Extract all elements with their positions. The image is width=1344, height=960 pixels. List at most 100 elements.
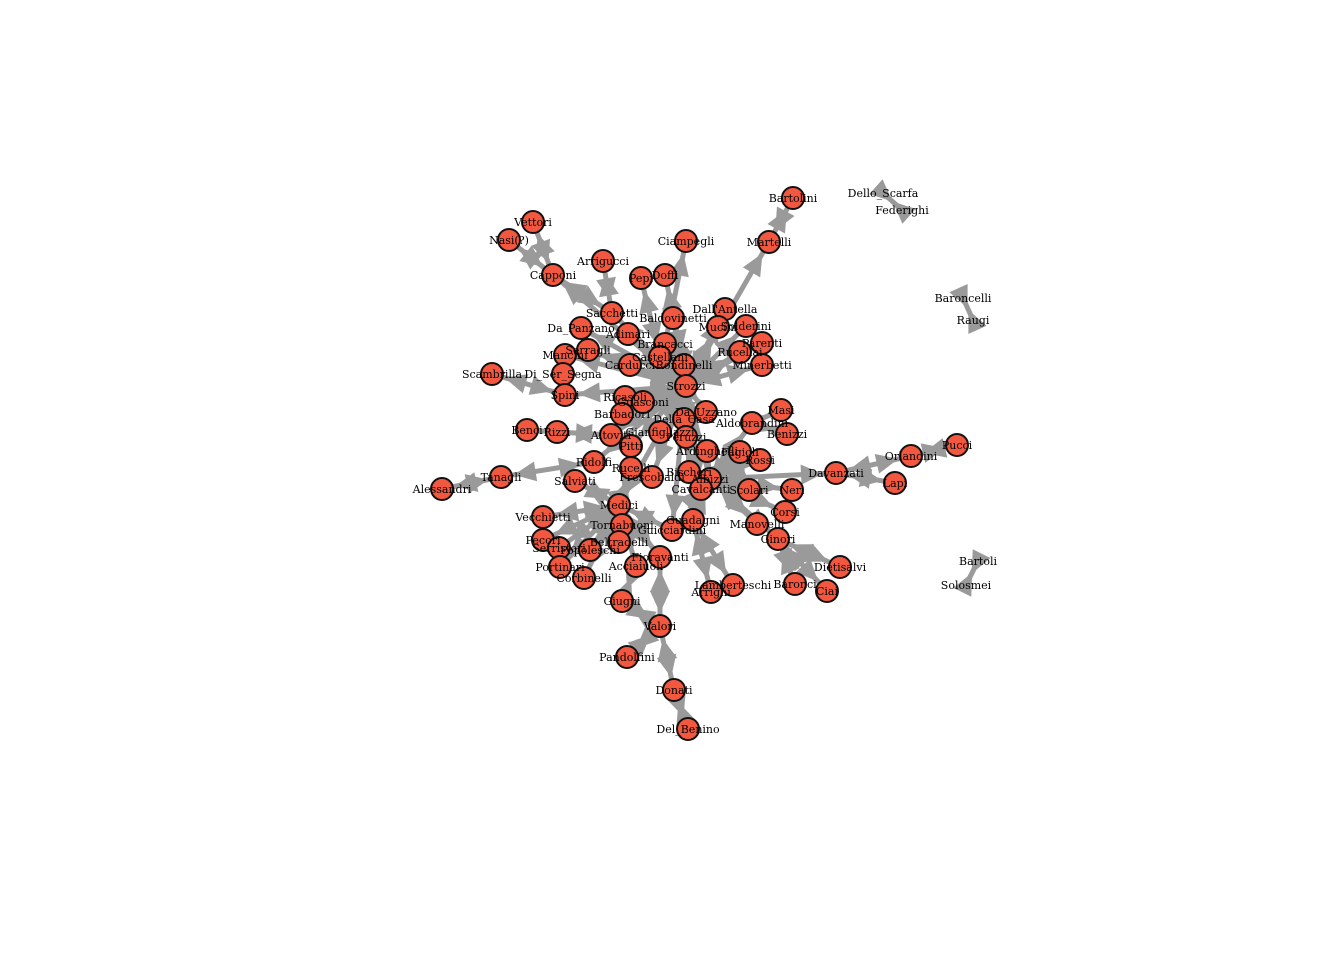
node-solderini (734, 314, 758, 338)
label-doffi: Doffi (652, 269, 679, 282)
arrowhead-martelli (742, 253, 763, 278)
node-sacchetti (600, 301, 624, 325)
label-pandolfini: Pandolfini (599, 651, 655, 664)
arrowhead-baronci (773, 547, 792, 572)
arrowhead-davanzati (800, 464, 824, 485)
node-minerbetti (750, 353, 774, 377)
arrowhead-rossi (723, 463, 748, 482)
label-beltradelli: Beltradelli (590, 536, 649, 549)
label-fioravanti: Fioravanti (631, 551, 689, 564)
node-spini (553, 383, 577, 407)
label-orlandini: Orlandini (885, 450, 938, 463)
node-corbinelli (572, 566, 596, 590)
label-popoleschi: Popoleschi (560, 544, 620, 557)
arrowhead-medici (587, 514, 611, 538)
label-ciampegli: Ciampegli (658, 235, 715, 248)
arrowhead-albizzi (719, 487, 743, 510)
node-ardinghelli (695, 439, 719, 463)
label-rucellai: Rucellai (717, 346, 763, 359)
node-nasi (497, 228, 521, 252)
label-vecchietti: Vecchietti (514, 511, 571, 524)
arrowhead-tanagli (513, 461, 538, 482)
arrowhead-bartolini (767, 209, 787, 234)
node-mucini (706, 315, 730, 339)
arrowhead-orlandini (874, 453, 899, 474)
node-pucci (945, 433, 969, 457)
label-della-casa: Della_Casa (653, 413, 715, 426)
label-bischeri: Bischeri (666, 466, 712, 479)
arrowhead-solderini (714, 335, 737, 358)
arrowhead-vettori (536, 234, 555, 259)
label-medici: Medici (600, 499, 638, 512)
arrowhead-ginori (786, 548, 810, 572)
label-scolari: Scolari (729, 484, 769, 497)
node-ciampegli (674, 229, 698, 253)
node-altoviti (599, 423, 623, 447)
arrowhead-raugi (949, 283, 968, 309)
node-doffi (653, 263, 677, 287)
arrowhead-valori (650, 591, 670, 613)
node-portinari (548, 555, 572, 579)
node-lapi (883, 471, 907, 495)
arrowhead-ciai (795, 558, 819, 582)
arrowhead-federighi (869, 179, 893, 202)
label-corbinelli: Corbinelli (556, 572, 611, 585)
node-baldovinetti (661, 306, 685, 330)
arrowhead-valori (625, 598, 650, 619)
node-arrighi (699, 580, 723, 604)
node-adimari (616, 322, 640, 346)
arrowhead-donati (656, 653, 677, 678)
label-guicciardini: Guicciardini (638, 524, 707, 537)
label-lapi: Lapi (883, 477, 908, 490)
label-pucci: Pucci (942, 439, 973, 452)
label-arrigucci: Arrigucci (576, 255, 629, 268)
label-rucelli: Rucelli (612, 462, 651, 475)
arrowhead-davanzati (848, 455, 873, 476)
node-davanzati (824, 461, 848, 485)
label-dietisalvi: Dietisalvi (814, 561, 867, 574)
arrowhead-arrigucci (599, 273, 619, 298)
label-rizzi: Rizzi (544, 426, 571, 439)
arrowhead-guadagni (691, 532, 712, 557)
node-carducci (618, 353, 642, 377)
arrowhead-medici (594, 516, 614, 541)
label-masi: Masi (768, 404, 795, 417)
label-tanagli: Tanagli (481, 471, 522, 484)
node-frescobaldi (640, 465, 664, 489)
arrowhead-spini (528, 375, 553, 395)
node-tanagli (489, 465, 513, 489)
arrowhead-doffi (662, 287, 683, 312)
node-salviati (563, 469, 587, 493)
node-popoleschi (578, 538, 602, 562)
label-rossi: Rossi (745, 454, 775, 467)
node-acciaiuoli (624, 554, 648, 578)
node-orlandini (899, 444, 923, 468)
node-cavalcanti (689, 477, 713, 501)
arrowhead-ridolfi (557, 457, 582, 478)
label-mucini: Mucini (699, 321, 738, 334)
node-benizzi (775, 422, 799, 446)
arrowhead-pandolfini (636, 625, 660, 649)
label-bartolini: Bartolini (769, 192, 818, 205)
label-bartoli: Bartoli (959, 555, 997, 568)
arrowhead-fioravanti (630, 523, 652, 547)
arrowhead-dietisalvi (803, 543, 829, 562)
label-lamberteschi: Lamberteschi (695, 579, 772, 592)
node-da-panzano (569, 316, 593, 340)
arrowhead-dello-scarfa (892, 201, 916, 224)
edge-orlandini-davanzati (835, 453, 912, 476)
node-beltradelli (607, 530, 631, 554)
label-corsi: Corsi (770, 506, 800, 519)
arrowhead-neri (755, 475, 780, 496)
node-fioravanti (648, 545, 672, 569)
node-ginori (766, 527, 790, 551)
label-rondinelli: Rondinelli (656, 359, 713, 372)
label-baroncelli: Baroncelli (935, 292, 992, 305)
label-da-panzano: Da_Panzano (547, 322, 615, 335)
arrowhead-baroncelli (968, 309, 987, 335)
node-rucellai (728, 340, 752, 364)
label-carducci: Carducci (605, 359, 656, 372)
node-giugni (610, 589, 634, 613)
label-adimari: Adimari (605, 328, 651, 341)
node-scolari (737, 478, 761, 502)
